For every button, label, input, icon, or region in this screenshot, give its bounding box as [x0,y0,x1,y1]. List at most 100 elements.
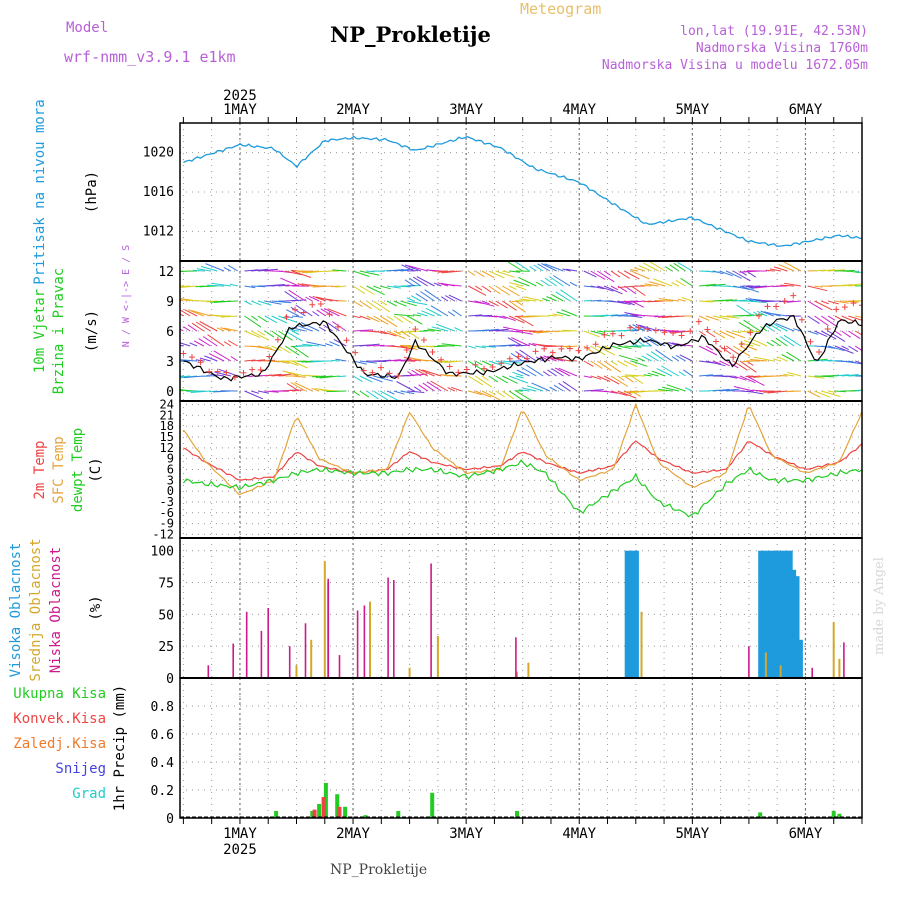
wind-arrow [515,390,534,401]
wind-arrow [271,315,288,324]
wind-arrow [488,270,505,279]
wind-arrow [743,340,761,347]
wind-arrow [861,331,862,332]
wind-arrow [603,375,620,385]
wind-arrow [495,270,515,278]
wind-arrow [481,328,499,332]
wind-arrow [318,326,327,332]
wind-arrow [302,270,320,274]
wind-arrow [765,269,774,272]
wind-arrow [603,360,621,373]
wind-arrow [271,360,280,363]
precip-legend-4: Grad [72,786,106,802]
wind-arrow [848,360,857,364]
wind-arrow [610,285,619,291]
wind-arrow [515,315,534,327]
wind-arrow [291,315,303,318]
wind-arrow [257,390,269,394]
wind-arrow [508,375,529,384]
wind-arrow [407,315,423,325]
wind-subtitle: Brzina i Pravac [51,268,67,394]
wind-arrow [647,261,666,272]
wind-arrow [366,375,383,383]
wind-arrow [474,285,483,291]
wind-arrow [624,300,645,304]
precip-legend-1: Konvek.Kisa [13,711,106,727]
total-precip-bar [831,811,836,818]
wind-gust-mark [549,349,556,356]
wind-gust-mark [438,356,445,363]
wind-gust-mark [223,369,230,376]
wind-arrow [775,322,795,332]
wind-arrow [425,307,442,317]
wind-arrow [513,279,530,287]
wind-arrow [638,265,652,272]
wind-arrow [764,324,775,332]
wind-arrow [519,349,537,362]
wind-arrow [288,289,306,302]
wind-arrow [286,382,300,392]
wind-arrow [617,390,637,399]
wind-arrow [359,375,373,383]
wind-arrow [271,300,292,304]
total-precip-bar [363,815,368,818]
wind-arrow [380,330,397,337]
model-elevation-label: Nadmorska Visina u modelu 1672.05m [601,58,868,73]
wind-arrow [558,382,571,392]
wind-arrow [759,390,774,392]
wind-gust-mark [343,337,350,344]
wind-arrow [481,300,490,305]
wind-arrow [393,300,407,307]
low-cloud-bar [267,608,269,678]
wind-arrow [760,310,774,317]
wind-arrow [698,315,710,321]
low-cloud-bar [245,611,248,678]
pressure-unit: (hPa) [84,171,100,213]
wind-gust-mark [352,349,359,356]
top-day-label: 6MAY [789,102,823,118]
wind-arrow [481,375,489,381]
wind-arrow [827,330,846,343]
wind-arrow [475,390,492,398]
wind-arrow [583,389,604,392]
wind-arrow [516,369,530,377]
wind-arrow [291,345,309,358]
wind-gust-mark [816,349,823,356]
wind-arrow [400,330,421,333]
wind-arrow [597,285,614,292]
wind-arrow [502,315,516,322]
wind-arrow [543,345,564,348]
wind-arrow [631,375,644,385]
wind-arrow [244,330,261,338]
mid-cloud-bar [408,667,411,678]
pressure-tick-label: 1016 [143,185,174,200]
wind-arrow [326,390,347,393]
wind-arrow [488,390,496,396]
wind-arrow [583,270,597,278]
wind-arrow [244,269,259,272]
wind-arrow [630,269,639,272]
temp-tick-label: 15 [160,430,174,444]
wind-arrow [495,315,507,319]
wind-arrow [583,375,592,379]
low-cloud-bar [304,623,307,678]
wind-arrow [617,360,628,367]
wind-arrow [278,345,291,354]
wind-arrow [408,265,428,272]
wind-arrow [488,300,499,307]
wind-arrow [394,313,415,317]
wind-arrow [223,327,238,332]
wind-gust-mark [609,330,616,337]
wind-arrow [631,390,652,394]
wind-arrow [407,390,425,393]
wind-gust-mark [317,301,324,308]
wind-arrow [675,279,686,287]
precip-tick-label: 0.2 [151,784,174,799]
wind-arrow [422,382,435,392]
wind-arrow [400,315,413,324]
wind-arrow [257,330,266,336]
wind-arrow [468,345,477,349]
wind-arrow [617,345,632,349]
wind-arrow [783,334,802,347]
high-cloud-bar [795,576,800,678]
